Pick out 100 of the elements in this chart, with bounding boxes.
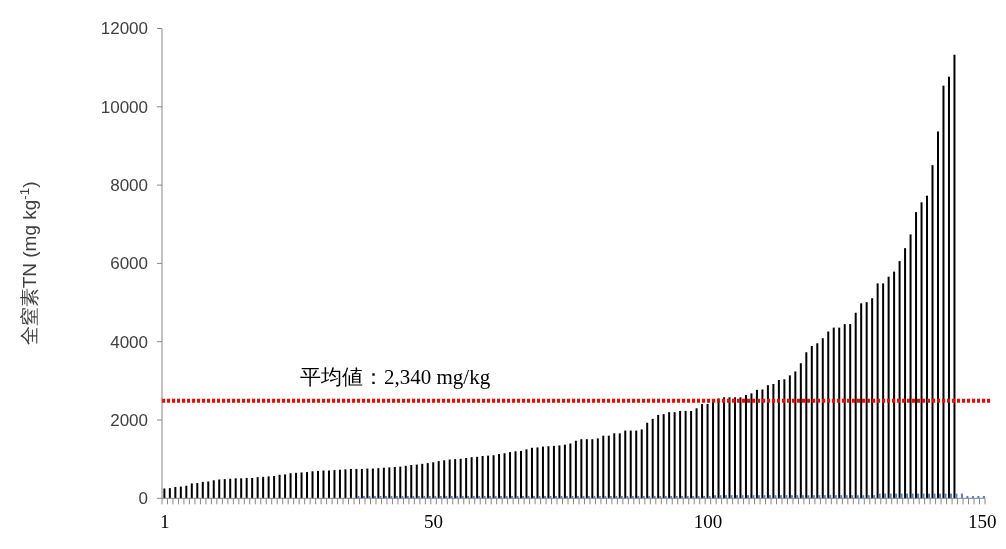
bar xyxy=(448,459,451,499)
bar xyxy=(679,411,682,499)
bar xyxy=(300,472,303,499)
bar xyxy=(840,495,843,499)
bar xyxy=(856,495,859,499)
bar xyxy=(763,495,766,499)
bar xyxy=(596,438,599,499)
bar xyxy=(240,478,243,499)
bar xyxy=(947,76,950,499)
bar xyxy=(613,433,616,499)
bar xyxy=(212,480,215,499)
bar xyxy=(735,495,738,499)
bar xyxy=(218,479,221,499)
bar xyxy=(585,439,588,499)
bar xyxy=(569,443,572,499)
bar xyxy=(454,459,457,499)
bar xyxy=(520,450,523,499)
bar xyxy=(728,397,731,499)
bar xyxy=(706,403,709,499)
bar xyxy=(426,463,429,499)
bar xyxy=(591,439,594,499)
bar xyxy=(459,458,462,499)
bar xyxy=(558,445,561,499)
bar xyxy=(860,303,863,499)
y-tick-label: 0 xyxy=(138,489,148,509)
x-tick-label: 50 xyxy=(424,511,444,533)
bar xyxy=(701,403,704,499)
bar xyxy=(845,495,848,499)
bar xyxy=(832,327,835,499)
bar xyxy=(805,352,808,499)
bar xyxy=(867,495,870,499)
bar xyxy=(719,495,722,499)
bar xyxy=(733,397,736,499)
bar xyxy=(766,385,769,499)
bar xyxy=(289,473,292,499)
bar xyxy=(646,422,649,499)
bar xyxy=(871,298,874,499)
bar xyxy=(618,433,621,499)
bar xyxy=(684,411,687,499)
bar xyxy=(514,451,517,499)
bar xyxy=(245,477,248,499)
bar xyxy=(629,430,632,499)
bar xyxy=(547,446,550,499)
bar xyxy=(306,472,309,499)
bar xyxy=(168,488,171,499)
bar xyxy=(201,481,204,499)
bar xyxy=(876,283,879,499)
bar xyxy=(755,389,758,499)
bar xyxy=(432,462,435,499)
y-tick-label: 12000 xyxy=(100,19,148,39)
bar xyxy=(421,463,424,499)
bar xyxy=(399,466,402,499)
x-tick-label: 100 xyxy=(693,511,723,533)
bar xyxy=(788,375,791,499)
bar xyxy=(936,131,939,499)
bar xyxy=(377,468,380,499)
bar xyxy=(668,412,671,499)
bar xyxy=(862,495,865,499)
bar xyxy=(783,379,786,499)
bar xyxy=(536,447,539,499)
bar xyxy=(794,371,797,499)
bar xyxy=(344,469,347,499)
bar xyxy=(492,455,495,499)
bar xyxy=(190,483,193,499)
bar xyxy=(415,464,418,499)
bar xyxy=(465,457,468,499)
bar xyxy=(768,495,771,499)
bar xyxy=(909,234,912,499)
y-tick-label: 4000 xyxy=(110,332,148,352)
bar xyxy=(777,380,780,499)
y-tick-label: 2000 xyxy=(110,410,148,430)
bar xyxy=(849,324,852,499)
bar xyxy=(338,469,341,499)
bar xyxy=(470,457,473,499)
bar xyxy=(712,400,715,499)
bar xyxy=(476,456,479,499)
bar xyxy=(785,495,788,499)
bar xyxy=(893,271,896,499)
bar xyxy=(349,468,352,499)
bar xyxy=(509,452,512,499)
bar xyxy=(750,393,753,499)
bar xyxy=(580,439,583,499)
bar xyxy=(624,430,627,499)
bar xyxy=(443,460,446,499)
bar xyxy=(774,495,777,499)
bar xyxy=(174,486,177,499)
bar xyxy=(904,248,907,499)
bar xyxy=(371,468,374,499)
bar xyxy=(717,398,720,499)
bar xyxy=(530,447,533,499)
bar xyxy=(690,411,693,499)
bar xyxy=(799,363,802,499)
bar xyxy=(695,408,698,499)
bar xyxy=(931,165,934,499)
bar xyxy=(843,324,846,499)
x-tick-label: 150 xyxy=(968,511,997,533)
bar xyxy=(887,276,890,499)
bar xyxy=(953,54,956,499)
bar xyxy=(746,495,749,499)
bar xyxy=(851,495,854,499)
